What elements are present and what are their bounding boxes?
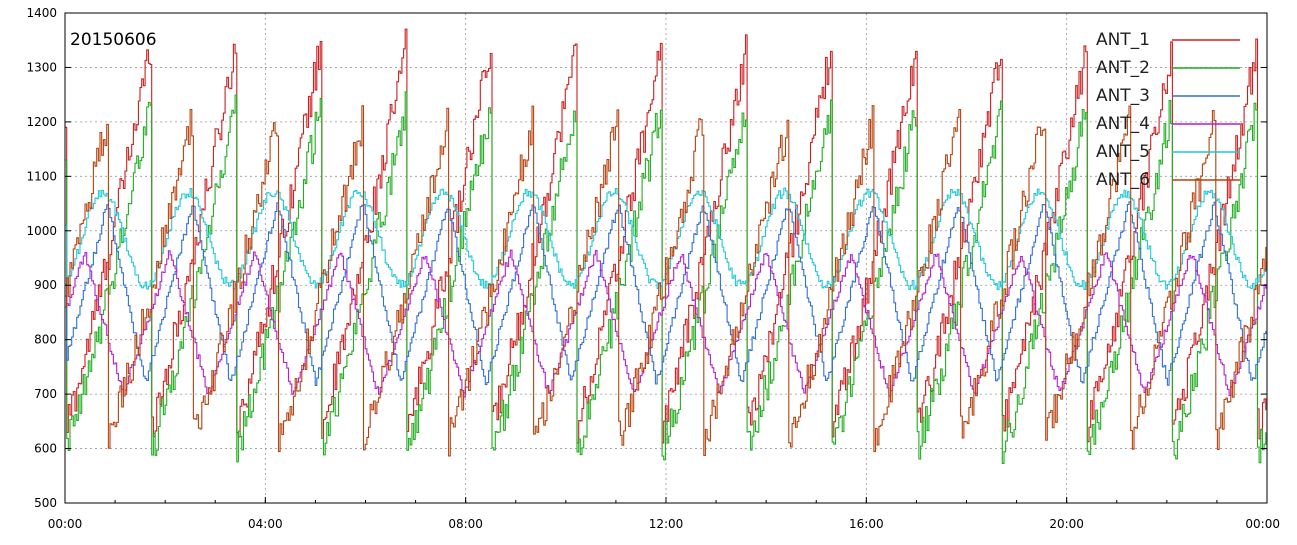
y-tick-label: 1000 [26, 224, 57, 238]
x-tick-label: 00:00 [1245, 517, 1280, 531]
series-line-ant-3 [65, 201, 1267, 386]
series-line-ant-1 [65, 28, 1267, 444]
chart-title: 20150606 [70, 30, 157, 50]
x-tick-label: 20:00 [1049, 517, 1084, 531]
x-tick-label: 08:00 [448, 517, 483, 531]
y-tick-label: 800 [34, 333, 57, 347]
legend: ANT_1 ANT_2 ANT_3 ANT_4 ANT_5 ANT_6 [1096, 30, 1240, 190]
x-tick-label: 00:00 [48, 517, 83, 531]
series-layer [65, 28, 1267, 464]
y-tick-label: 600 [34, 442, 57, 456]
y-tick-label: 1100 [26, 169, 57, 183]
legend-label: ANT_3 [1096, 86, 1150, 106]
legend-label: ANT_6 [1096, 170, 1150, 190]
legend-label: ANT_4 [1096, 114, 1150, 134]
tick-layer: 500 600 700 800 900 1000 1100 1200 1300 1400 00:00… [26, 6, 1280, 531]
y-tick-label: 700 [34, 387, 57, 401]
series-line-ant-2 [65, 91, 1267, 464]
y-tick-label: 500 [34, 496, 57, 510]
legend-label: ANT_5 [1096, 142, 1150, 162]
y-tick-label: 1200 [26, 115, 57, 129]
x-tick-label: 04:00 [248, 517, 283, 531]
legend-label: ANT_2 [1096, 58, 1150, 78]
x-tick-label: 12:00 [649, 517, 684, 531]
legend-label: ANT_1 [1096, 30, 1150, 50]
series-line-ant-6 [65, 105, 1267, 457]
y-tick-label: 1300 [26, 60, 57, 74]
y-tick-label: 1400 [26, 6, 57, 20]
x-tick-label: 16:00 [849, 517, 884, 531]
y-tick-label: 900 [34, 278, 57, 292]
